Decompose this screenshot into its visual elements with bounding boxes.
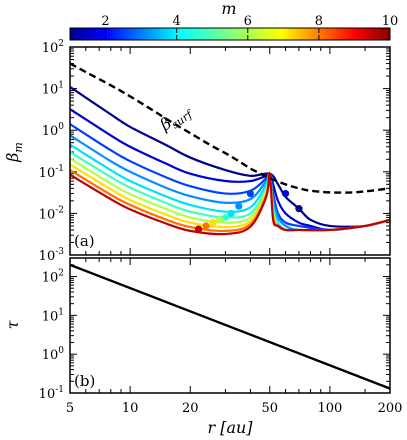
beta-m-line-m6 xyxy=(70,151,390,232)
panel-a: 102 101 100 10-1 10-2 10-3 (a) βm βsurf xyxy=(3,39,391,264)
y-tick-label: 10-2 xyxy=(39,205,64,222)
beta-m-line-m1 xyxy=(70,85,390,228)
panel-b: 5 10 20 50 100 200 102 101 100 10-1 (b) τ r [au] xyxy=(3,257,403,437)
panel-a-ylabel: βm xyxy=(3,142,25,163)
panel-b-series xyxy=(70,263,390,390)
colorbar-tick-label: 10 xyxy=(382,14,399,29)
beta-m-marker-m10 xyxy=(194,225,203,233)
y-tick-label: 100 xyxy=(42,346,65,363)
y-tick-label: 102 xyxy=(42,39,64,56)
beta-m-marker-m6 xyxy=(221,213,230,222)
y-tick-label: 10-3 xyxy=(39,247,65,264)
y-tick-label: 101 xyxy=(42,81,64,98)
x-tick-label: 20 xyxy=(182,401,199,416)
beta-m-marker-m7 xyxy=(215,216,224,224)
colorbar-tick-label: 2 xyxy=(101,14,109,29)
colorbar-label: m xyxy=(221,0,236,18)
colorbar-tick-label: 6 xyxy=(244,14,252,29)
y-tick-label: 100 xyxy=(42,122,65,139)
x-tick-label: 200 xyxy=(378,401,403,416)
panel-a-label: (a) xyxy=(74,232,95,250)
y-tick-label: 10-1 xyxy=(39,385,64,402)
colorbar-gradient xyxy=(69,27,391,41)
beta-m-marker-m4 xyxy=(235,202,243,210)
beta-m-marker-m9 xyxy=(202,222,210,230)
panel-a-series xyxy=(70,62,390,236)
x-tick-label: 5 xyxy=(66,401,74,416)
y-tick-label: 102 xyxy=(42,269,64,286)
beta-m-marker-m8 xyxy=(209,219,217,227)
panel-b-ylabel: τ xyxy=(3,319,22,329)
beta-m-line-m10 xyxy=(70,172,390,236)
colorbar-tick-label: 8 xyxy=(315,14,323,29)
beta-m-marker-m1 xyxy=(295,205,303,213)
panel-b-frame xyxy=(69,257,391,394)
beta-surf-line xyxy=(70,62,390,194)
beta-m-marker-m5 xyxy=(227,209,235,217)
x-tick-label: 100 xyxy=(317,401,342,416)
x-tick-label: 10 xyxy=(122,401,139,416)
x-tick-label: 50 xyxy=(261,401,278,416)
beta-m-marker-m3 xyxy=(246,189,254,198)
colorbar-ticks: 2 4 6 8 10 xyxy=(101,14,398,40)
y-tick-label: 10-1 xyxy=(39,164,64,181)
tau-line xyxy=(70,263,390,390)
beta-m-marker-m2 xyxy=(281,189,290,198)
surface-curve-label: βsurf xyxy=(156,100,197,138)
panel-a-frame xyxy=(69,46,391,256)
panel-b-xlabel: r [au] xyxy=(207,418,253,437)
y-tick-label: 101 xyxy=(42,307,64,324)
colorbar: m 2 4 6 8 10 xyxy=(69,0,398,41)
panel-b-label: (b) xyxy=(74,372,95,390)
colorbar-tick-label: 4 xyxy=(173,14,181,29)
